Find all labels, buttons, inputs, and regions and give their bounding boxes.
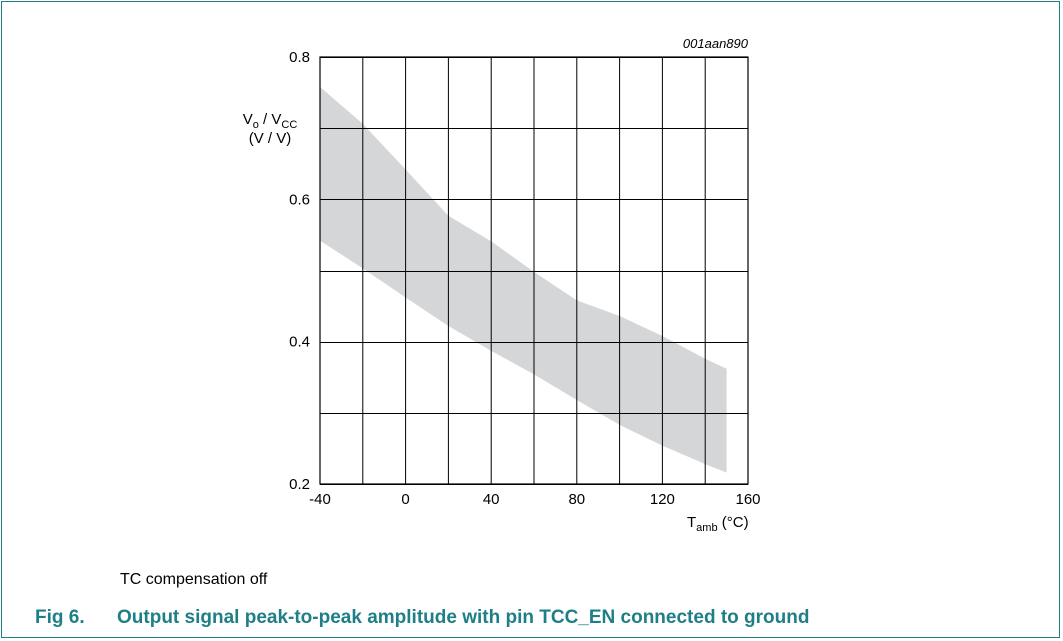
- tc-compensation-note: TC compensation off: [120, 571, 268, 588]
- y-tick-label: 0.8: [289, 49, 310, 66]
- figure-id-label: 001aan890: [683, 36, 749, 51]
- x-tick-label: 120: [650, 491, 675, 508]
- y-tick-label: 0.6: [289, 191, 310, 208]
- x-tick-label: 80: [568, 491, 585, 508]
- x-tick-label: 0: [401, 491, 409, 508]
- figure-number: Fig 6.: [35, 607, 85, 628]
- x-tick-label: 40: [483, 491, 500, 508]
- amplitude-range-band: [320, 86, 727, 473]
- figure-caption: Fig 6. Output signal peak-to-peak amplitu…: [35, 607, 1045, 629]
- y-axis-title: Vo / VCC: [243, 111, 298, 131]
- x-tick-label: 160: [735, 491, 760, 508]
- x-tick-label: -40: [309, 491, 331, 508]
- x-axis-title: Tamb (°C): [687, 514, 749, 534]
- figure-title: Output signal peak-to-peak amplitude wit…: [117, 607, 810, 628]
- y-axis-units: (V / V): [249, 130, 292, 147]
- plot-border: [319, 56, 749, 485]
- y-tick-label: 0.4: [289, 334, 310, 351]
- y-tick-label: 0.2: [289, 476, 310, 493]
